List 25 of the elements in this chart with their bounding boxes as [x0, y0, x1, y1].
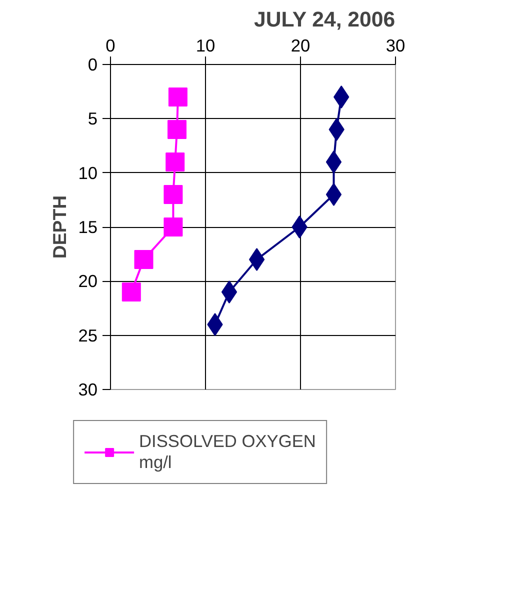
x-tick-label: 10	[196, 36, 216, 56]
legend-label: DISSOLVED OXYGEN mg/l	[139, 431, 316, 473]
x-tick-label: 30	[386, 36, 406, 56]
y-tick-label: 10	[78, 162, 98, 183]
y-axis-title: DEPTH	[49, 195, 70, 259]
point	[326, 183, 342, 206]
point	[168, 120, 186, 139]
point	[122, 282, 141, 302]
y-tick-label: 30	[78, 380, 98, 400]
point	[164, 185, 183, 204]
chart-title: JULY 24, 2006	[254, 8, 396, 32]
point	[168, 88, 188, 106]
point	[134, 250, 154, 269]
point	[164, 218, 183, 236]
x-tick-label: 0	[106, 36, 116, 56]
y-tick-label: 20	[78, 271, 98, 292]
y-tick-label: 5	[88, 108, 98, 129]
point	[166, 152, 185, 172]
y-tick-label: 15	[78, 217, 98, 237]
y-tick-label: 25	[78, 325, 98, 346]
y-tick-label: 0	[88, 54, 98, 74]
x-tick-label: 20	[290, 36, 310, 56]
point	[248, 248, 265, 271]
point	[326, 150, 342, 174]
point	[221, 280, 238, 304]
